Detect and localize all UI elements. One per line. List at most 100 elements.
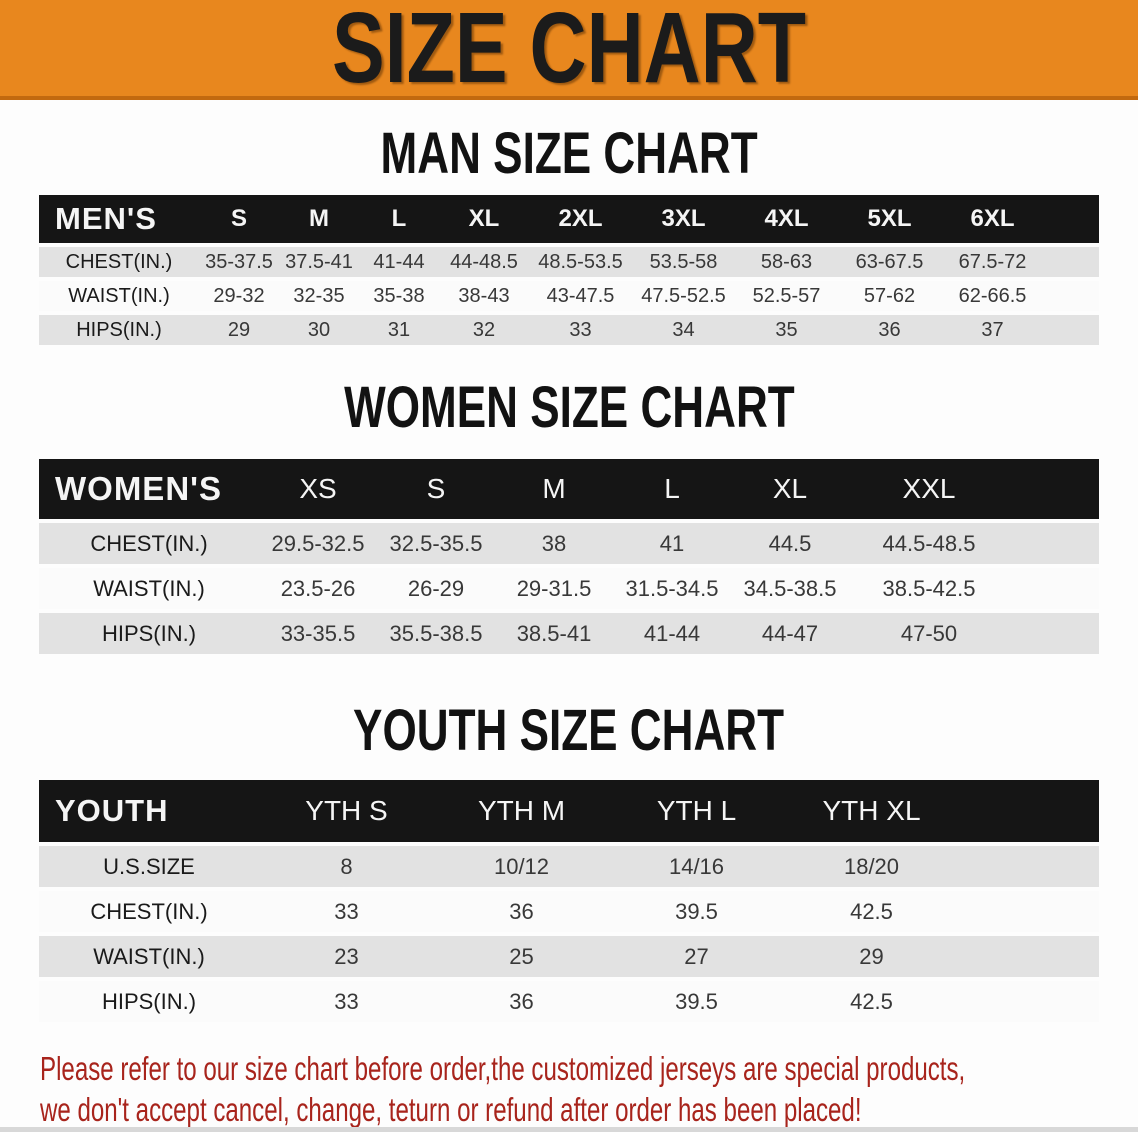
size-header-row: WOMEN'S XS S M L XL XXL: [39, 459, 1099, 519]
men-size-table: MEN'S S M L XL 2XL 3XL 4XL 5XL 6XL CHEST(IN.) 35-37…: [39, 195, 1099, 345]
size-value-cell: 31.5-34.5: [613, 564, 731, 609]
spacer-cell: [1009, 564, 1099, 609]
measurement-row: CHEST(IN.) 33 36 39.5 42.5: [39, 887, 1099, 932]
spacer-cell: [1044, 195, 1099, 243]
spacer-cell: [1009, 609, 1099, 654]
spacer-cell: [959, 842, 1099, 887]
spacer-cell: [959, 932, 1099, 977]
size-value-cell: 38-43: [439, 277, 529, 311]
size-value-cell: 33: [259, 977, 434, 1022]
size-value-cell: 23.5-26: [259, 564, 377, 609]
women-size-table: WOMEN'S XS S M L XL XXL CHEST(IN.) 29.5-32.5 32.5…: [39, 459, 1099, 654]
size-header-row: MEN'S S M L XL 2XL 3XL 4XL 5XL 6XL: [39, 195, 1099, 243]
measurement-row: WAIST(IN.) 23 25 27 29: [39, 932, 1099, 977]
measurement-row-label: U.S.SIZE: [39, 842, 259, 887]
size-column-header: S: [377, 459, 495, 519]
size-value-cell: 35-38: [359, 277, 439, 311]
size-column-header: 3XL: [632, 195, 735, 243]
order-notice-line-2: we don't accept cancel, change, teturn o…: [40, 1089, 1138, 1130]
spacer-cell: [959, 780, 1099, 842]
size-column-header: 6XL: [941, 195, 1044, 243]
size-value-cell: 34: [632, 311, 735, 345]
measurement-row-label: HIPS(IN.): [39, 311, 199, 345]
measurement-row-label: CHEST(IN.): [39, 243, 199, 277]
size-value-cell: 41-44: [613, 609, 731, 654]
size-value-cell: 47-50: [849, 609, 1009, 654]
size-value-cell: 42.5: [784, 887, 959, 932]
size-value-cell: 29: [784, 932, 959, 977]
size-value-cell: 58-63: [735, 243, 838, 277]
spacer-cell: [1009, 459, 1099, 519]
measurement-row-label: WAIST(IN.): [39, 932, 259, 977]
size-value-cell: 43-47.5: [529, 277, 632, 311]
section-youth: YOUTH SIZE CHART YOUTH YTH S YTH M YTH L YTH…: [0, 702, 1138, 1022]
measurement-row: U.S.SIZE 8 10/12 14/16 18/20: [39, 842, 1099, 887]
size-column-header: YTH XL: [784, 780, 959, 842]
size-value-cell: 26-29: [377, 564, 495, 609]
size-column-header: YTH L: [609, 780, 784, 842]
banner-title: SIZE CHART: [332, 0, 806, 100]
size-value-cell: 63-67.5: [838, 243, 941, 277]
size-column-header: L: [359, 195, 439, 243]
size-value-cell: 33: [529, 311, 632, 345]
table-group-label: WOMEN'S: [39, 459, 259, 519]
size-value-cell: 10/12: [434, 842, 609, 887]
size-value-cell: 37.5-41: [279, 243, 359, 277]
size-value-cell: 29.5-32.5: [259, 519, 377, 564]
table-group-label: YOUTH: [39, 780, 259, 842]
size-header-row: YOUTH YTH S YTH M YTH L YTH XL: [39, 780, 1099, 842]
spacer-cell: [959, 887, 1099, 932]
women-section-heading: WOMEN SIZE CHART: [0, 379, 1138, 437]
section-women: WOMEN SIZE CHART WOMEN'S XS S M L XL XXL CHEST(…: [0, 379, 1138, 654]
order-notice: Please refer to our size chart before or…: [40, 1048, 1138, 1130]
spacer-cell: [1044, 311, 1099, 345]
size-value-cell: 36: [434, 977, 609, 1022]
size-value-cell: 29: [199, 311, 279, 345]
youth-size-table: YOUTH YTH S YTH M YTH L YTH XL U.S.SIZE 8 10/12…: [39, 780, 1099, 1022]
size-column-header: YTH S: [259, 780, 434, 842]
spacer-cell: [959, 977, 1099, 1022]
size-value-cell: 30: [279, 311, 359, 345]
size-value-cell: 62-66.5: [941, 277, 1044, 311]
spacer-cell: [1009, 519, 1099, 564]
measurement-row-label: WAIST(IN.): [39, 277, 199, 311]
size-value-cell: 41-44: [359, 243, 439, 277]
size-value-cell: 44-47: [731, 609, 849, 654]
size-column-header: XL: [731, 459, 849, 519]
measurement-row-label: WAIST(IN.): [39, 564, 259, 609]
measurement-row-label: CHEST(IN.): [39, 887, 259, 932]
measurement-row: HIPS(IN.) 29 30 31 32 33 34 35 36 37: [39, 311, 1099, 345]
size-column-header: XS: [259, 459, 377, 519]
size-value-cell: 44.5-48.5: [849, 519, 1009, 564]
size-value-cell: 37: [941, 311, 1044, 345]
size-value-cell: 52.5-57: [735, 277, 838, 311]
size-value-cell: 41: [613, 519, 731, 564]
youth-section-heading: YOUTH SIZE CHART: [0, 702, 1138, 760]
section-men: MAN SIZE CHART MEN'S S M L XL 2XL 3XL 4XL 5XL 6XL…: [0, 121, 1138, 345]
men-section-heading-text: MAN SIZE CHART: [380, 121, 758, 186]
size-value-cell: 48.5-53.5: [529, 243, 632, 277]
size-value-cell: 39.5: [609, 977, 784, 1022]
size-value-cell: 53.5-58: [632, 243, 735, 277]
size-value-cell: 33-35.5: [259, 609, 377, 654]
order-notice-line-1: Please refer to our size chart before or…: [40, 1048, 1138, 1089]
size-value-cell: 35: [735, 311, 838, 345]
size-value-cell: 27: [609, 932, 784, 977]
table-group-label: MEN'S: [39, 195, 199, 243]
measurement-row: WAIST(IN.) 23.5-26 26-29 29-31.5 31.5-34.5 34…: [39, 564, 1099, 609]
size-value-cell: 31: [359, 311, 439, 345]
size-value-cell: 47.5-52.5: [632, 277, 735, 311]
size-value-cell: 38: [495, 519, 613, 564]
size-value-cell: 14/16: [609, 842, 784, 887]
bottom-edge-strip: [0, 1127, 1138, 1132]
measurement-row: CHEST(IN.) 35-37.5 37.5-41 41-44 44-48.5 48.5…: [39, 243, 1099, 277]
measurement-row: HIPS(IN.) 33 36 39.5 42.5: [39, 977, 1099, 1022]
size-value-cell: 29-31.5: [495, 564, 613, 609]
size-column-header: L: [613, 459, 731, 519]
size-value-cell: 34.5-38.5: [731, 564, 849, 609]
spacer-cell: [1044, 277, 1099, 311]
size-column-header: M: [495, 459, 613, 519]
size-value-cell: 38.5-41: [495, 609, 613, 654]
size-column-header: 2XL: [529, 195, 632, 243]
size-column-header: XXL: [849, 459, 1009, 519]
